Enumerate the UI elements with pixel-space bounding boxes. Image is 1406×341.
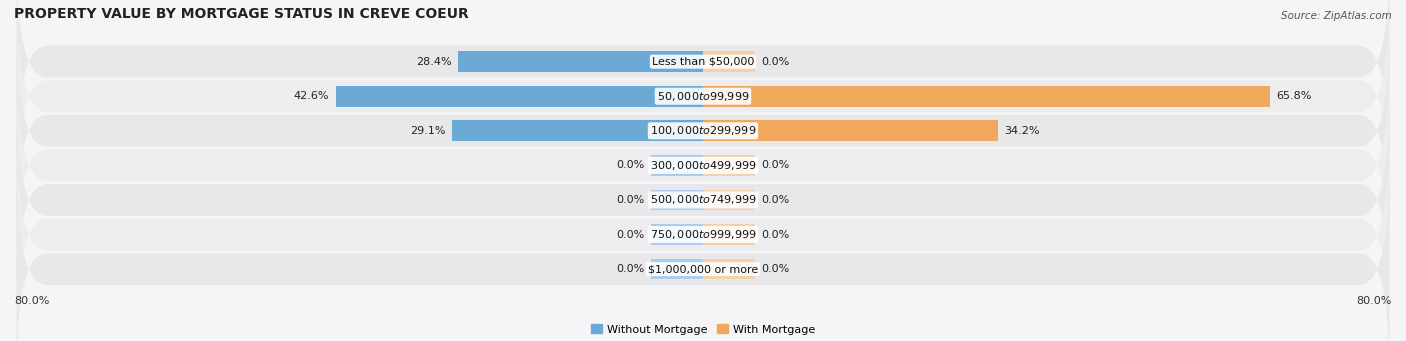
Bar	[651, 259, 703, 280]
Text: 0.0%: 0.0%	[762, 57, 790, 66]
Bar	[453, 120, 703, 141]
Text: 0.0%: 0.0%	[616, 195, 644, 205]
FancyBboxPatch shape	[17, 130, 1389, 340]
Text: 0.0%: 0.0%	[616, 160, 644, 170]
Bar	[703, 155, 755, 176]
Text: 0.0%: 0.0%	[762, 160, 790, 170]
Bar	[651, 190, 703, 210]
Text: 0.0%: 0.0%	[762, 195, 790, 205]
Text: $300,000 to $499,999: $300,000 to $499,999	[650, 159, 756, 172]
Text: 0.0%: 0.0%	[762, 264, 790, 274]
FancyBboxPatch shape	[17, 60, 1389, 270]
Bar	[703, 51, 755, 72]
FancyBboxPatch shape	[17, 26, 1389, 236]
Text: 80.0%: 80.0%	[1357, 296, 1392, 306]
Text: 0.0%: 0.0%	[616, 229, 644, 239]
Text: $750,000 to $999,999: $750,000 to $999,999	[650, 228, 756, 241]
Legend: Without Mortgage, With Mortgage: Without Mortgage, With Mortgage	[586, 320, 820, 339]
Bar	[703, 86, 1270, 107]
FancyBboxPatch shape	[17, 95, 1389, 305]
Text: $500,000 to $749,999: $500,000 to $749,999	[650, 193, 756, 206]
Bar	[651, 224, 703, 245]
Bar	[336, 86, 703, 107]
Text: 42.6%: 42.6%	[294, 91, 329, 101]
Text: $50,000 to $99,999: $50,000 to $99,999	[657, 90, 749, 103]
Text: PROPERTY VALUE BY MORTGAGE STATUS IN CREVE COEUR: PROPERTY VALUE BY MORTGAGE STATUS IN CRE…	[14, 7, 468, 21]
Text: Less than $50,000: Less than $50,000	[652, 57, 754, 66]
Text: 0.0%: 0.0%	[616, 264, 644, 274]
Text: 34.2%: 34.2%	[1004, 126, 1040, 136]
Bar	[703, 190, 755, 210]
Text: Source: ZipAtlas.com: Source: ZipAtlas.com	[1281, 11, 1392, 21]
Text: $100,000 to $299,999: $100,000 to $299,999	[650, 124, 756, 137]
Bar	[703, 259, 755, 280]
Text: 80.0%: 80.0%	[14, 296, 49, 306]
FancyBboxPatch shape	[17, 0, 1389, 201]
Bar	[458, 51, 703, 72]
Text: 29.1%: 29.1%	[411, 126, 446, 136]
Text: 0.0%: 0.0%	[762, 229, 790, 239]
Bar	[703, 224, 755, 245]
FancyBboxPatch shape	[17, 164, 1389, 341]
FancyBboxPatch shape	[17, 0, 1389, 167]
Text: $1,000,000 or more: $1,000,000 or more	[648, 264, 758, 274]
Bar	[703, 120, 997, 141]
Bar	[651, 155, 703, 176]
Text: 65.8%: 65.8%	[1277, 91, 1312, 101]
Text: 28.4%: 28.4%	[416, 57, 451, 66]
